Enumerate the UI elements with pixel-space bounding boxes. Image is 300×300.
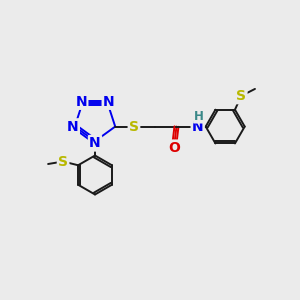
Text: O: O bbox=[168, 141, 180, 155]
Text: N: N bbox=[75, 94, 87, 109]
Text: H: H bbox=[194, 110, 204, 123]
Text: N: N bbox=[89, 136, 101, 150]
Text: S: S bbox=[58, 154, 68, 169]
Text: N: N bbox=[67, 120, 79, 134]
Text: N: N bbox=[103, 94, 115, 109]
Text: S: S bbox=[129, 120, 139, 134]
Text: S: S bbox=[236, 89, 246, 103]
Text: N: N bbox=[192, 120, 203, 134]
